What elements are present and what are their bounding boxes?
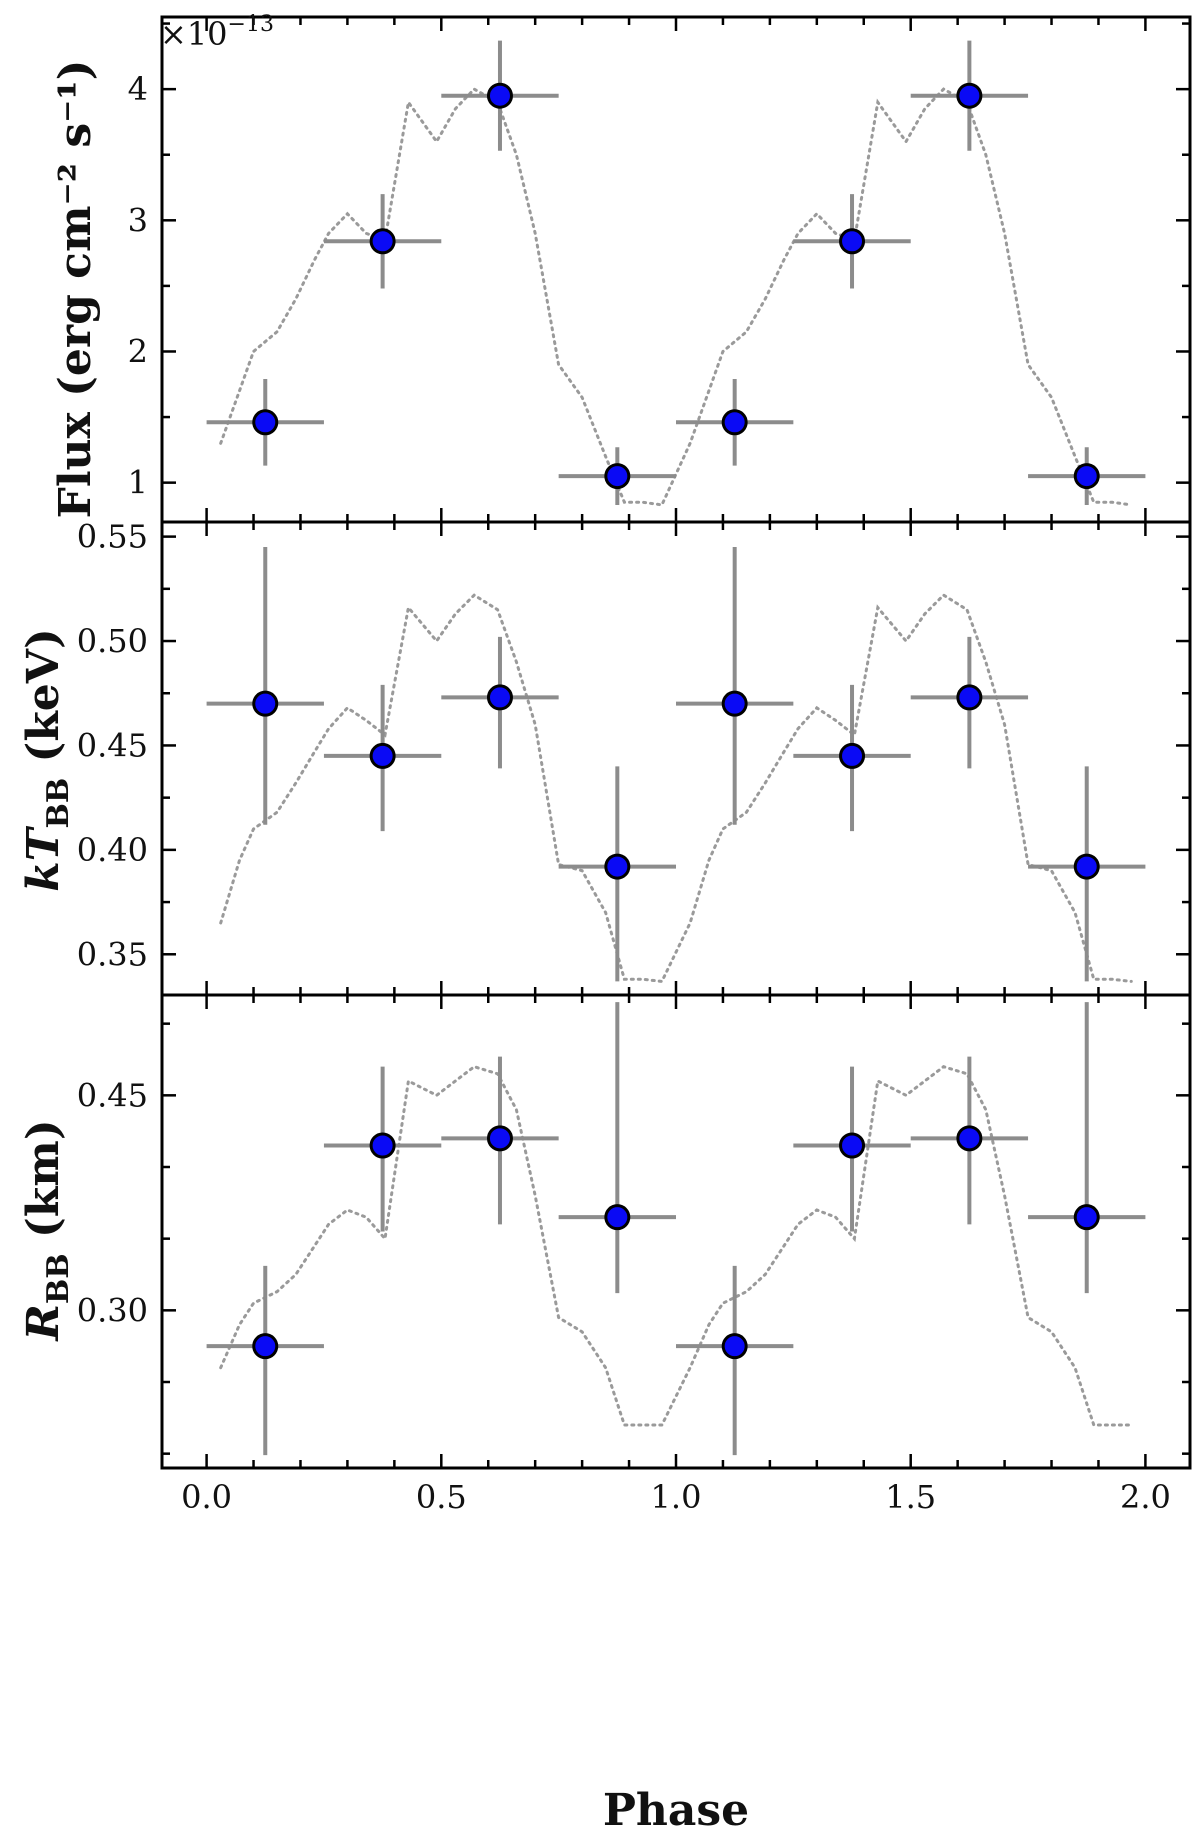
kt-data-point xyxy=(558,766,676,982)
radius-marker xyxy=(1073,1204,1100,1231)
phase-tick-label: 1.5 xyxy=(885,1478,936,1516)
radius-axes-frame xyxy=(160,993,1192,1470)
kt-data-point xyxy=(1028,766,1146,982)
radius-data-point xyxy=(323,1066,442,1232)
kt-y-axis-label: kTBB (keV) xyxy=(18,628,76,892)
kt-panel: 0.35 0.40 0.45 0.50 0.55 kTBB (keV) xyxy=(18,518,1192,997)
kt-marker xyxy=(604,853,631,880)
radius-data-point xyxy=(558,1002,676,1294)
flux-marker xyxy=(486,82,513,109)
radius-marker xyxy=(252,1333,279,1360)
phase-tick-label: 2.0 xyxy=(1120,1478,1171,1516)
flux-y-tick-label: 3 xyxy=(128,201,148,239)
radius-marker xyxy=(721,1333,748,1360)
flux-data-point xyxy=(910,40,1029,151)
flux-data-point xyxy=(206,379,324,466)
radius-y-axis-label: RBB (km) xyxy=(18,1119,76,1342)
x-axis-label: Phase xyxy=(603,1785,749,1833)
kt-data-point xyxy=(793,684,911,832)
flux-marker xyxy=(721,409,748,436)
flux-data-point xyxy=(441,40,559,151)
kt-y-tick-label: 0.50 xyxy=(77,622,148,660)
flux-marker xyxy=(1073,463,1100,490)
phase-tick-label: 0.5 xyxy=(416,1478,467,1516)
kt-y-tick-label: 0.40 xyxy=(77,831,148,869)
phase-tick-labels-layer: 0.0 0.5 1.0 1.5 2.0 xyxy=(181,1478,1171,1516)
radius-data-point xyxy=(676,1265,794,1456)
flux-y-tick-label: 1 xyxy=(128,464,148,502)
flux-panel: 1 2 3 4 ×10−13 Flux (erg cm⁻² s⁻¹) xyxy=(50,12,1192,524)
radius-y-tick-label: 0.45 xyxy=(77,1076,148,1114)
flux-y-tick-label: 2 xyxy=(128,332,148,370)
kt-y-tick-label: 0.45 xyxy=(77,726,148,764)
kt-marker xyxy=(369,742,396,769)
kt-data-point xyxy=(441,636,559,769)
radius-pulse-profile-curve xyxy=(219,1065,1133,1427)
flux-data-point xyxy=(676,379,794,466)
kt-y-tick-label: 0.55 xyxy=(77,518,148,556)
kt-marker xyxy=(839,742,866,769)
radius-data-point xyxy=(1028,1002,1146,1294)
kt-data-point xyxy=(206,547,324,825)
radius-y-tick-label: 0.30 xyxy=(77,1291,148,1329)
radius-marker xyxy=(839,1132,866,1159)
kt-ticks-layer: 0.35 0.40 0.45 0.50 0.55 xyxy=(77,518,1190,995)
radius-data-point xyxy=(441,1056,559,1225)
radius-panel: 0.30 0.45 RBB (km) 0.0 0.5 1.0 1.5 2.0 Phase xyxy=(18,993,1192,1833)
radius-data-point xyxy=(910,1056,1029,1225)
phase-tick-label: 1.0 xyxy=(651,1478,702,1516)
kt-pulse-profile-curve xyxy=(219,593,1133,984)
kt-data-point xyxy=(910,636,1029,769)
flux-y-tick-label: 4 xyxy=(128,70,148,108)
phase-tick-label: 0.0 xyxy=(181,1478,232,1516)
flux-data-point xyxy=(793,194,911,289)
flux-data-point xyxy=(323,194,442,289)
kt-marker xyxy=(956,684,983,711)
flux-marker xyxy=(956,82,983,109)
flux-data-point xyxy=(1028,447,1146,505)
radius-data-point xyxy=(793,1066,911,1232)
kt-marker xyxy=(1073,853,1100,880)
kt-y-tick-label: 0.35 xyxy=(77,935,148,973)
kt-marker xyxy=(721,690,748,717)
radius-marker xyxy=(604,1204,631,1231)
kt-marker xyxy=(252,690,279,717)
radius-marker xyxy=(956,1125,983,1152)
kt-data-points-layer xyxy=(206,547,1146,982)
flux-marker xyxy=(839,228,866,255)
flux-y-axis-label: Flux (erg cm⁻² s⁻¹) xyxy=(50,60,101,519)
kt-marker xyxy=(486,684,513,711)
flux-data-point xyxy=(558,447,676,505)
radius-pulse-profile-layer xyxy=(219,1065,1133,1427)
radius-data-point xyxy=(206,1265,324,1456)
flux-offset-label: ×10−13 xyxy=(160,12,274,53)
flux-marker xyxy=(252,409,279,436)
kt-pulse-profile-layer xyxy=(219,593,1133,984)
kt-data-point xyxy=(676,547,794,825)
flux-marker xyxy=(604,463,631,490)
kt-data-point xyxy=(323,684,442,832)
flux-marker xyxy=(369,228,396,255)
flux-data-points-layer xyxy=(206,40,1146,505)
radius-marker xyxy=(369,1132,396,1159)
radius-marker xyxy=(486,1125,513,1152)
radius-data-points-layer xyxy=(206,1002,1146,1456)
